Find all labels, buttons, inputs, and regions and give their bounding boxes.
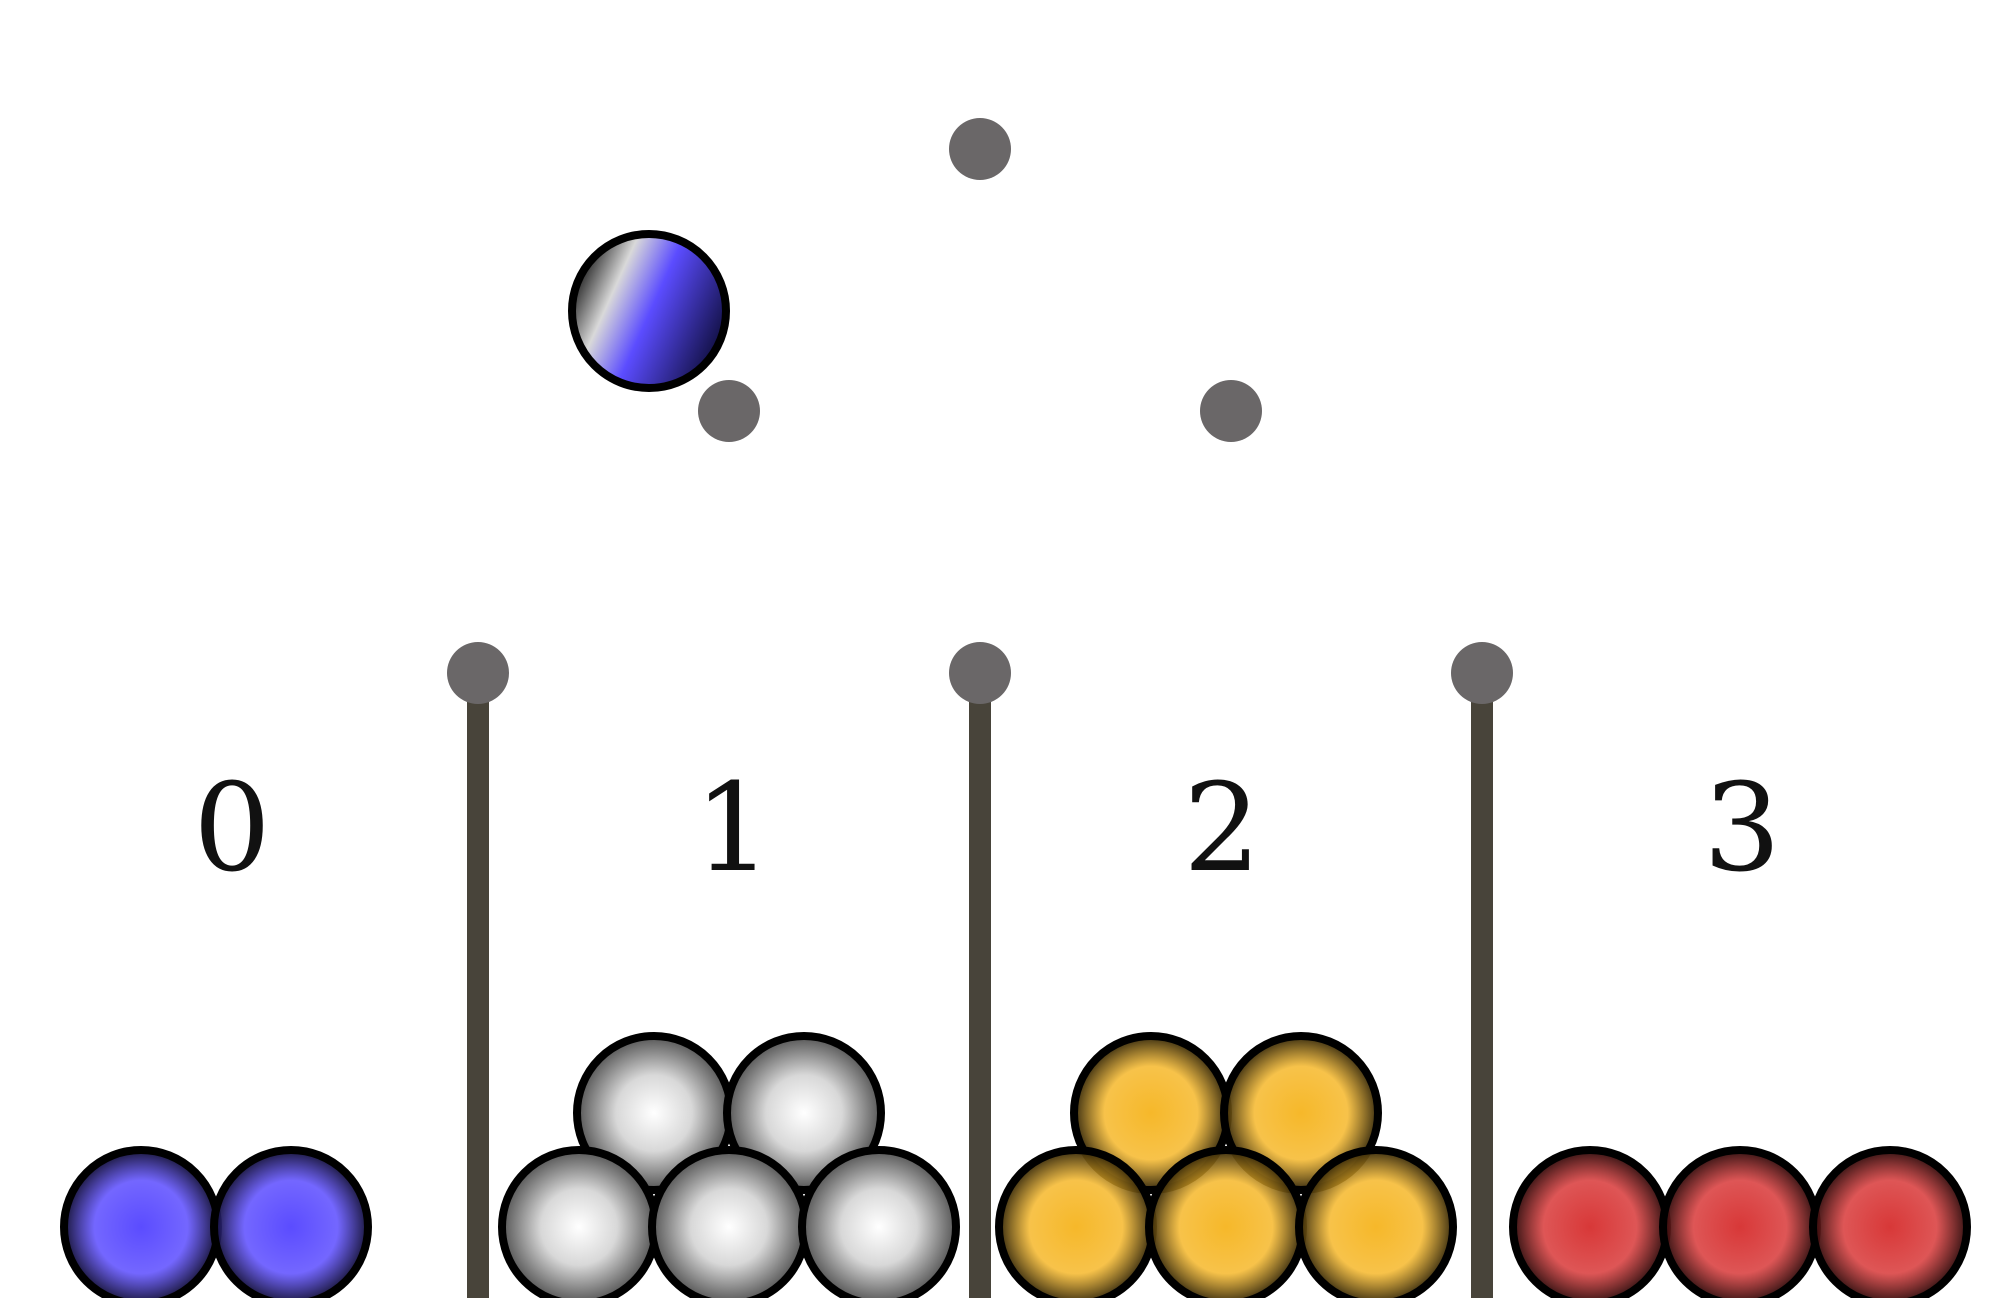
bin-divider xyxy=(467,680,489,1298)
peg xyxy=(447,642,509,704)
peg-grid xyxy=(447,118,1513,704)
ball xyxy=(798,1146,960,1298)
bin-labels: 0 1 2 3 xyxy=(193,757,1781,899)
bin-dividers xyxy=(467,680,1493,1298)
bin-divider xyxy=(1471,680,1493,1298)
peg xyxy=(949,118,1011,180)
bin-label-1: 1 xyxy=(694,757,772,899)
ball xyxy=(498,1146,660,1298)
peg xyxy=(698,380,760,442)
falling-ball xyxy=(568,230,730,392)
ball xyxy=(1509,1146,1671,1298)
peg xyxy=(949,642,1011,704)
bin-label-3: 3 xyxy=(1703,757,1781,899)
bin-divider xyxy=(969,680,991,1298)
peg xyxy=(1200,380,1262,442)
ball xyxy=(1659,1146,1821,1298)
ball xyxy=(648,1146,810,1298)
ball xyxy=(995,1146,1157,1298)
ball xyxy=(1220,1032,1382,1194)
ball xyxy=(1145,1146,1307,1298)
peg xyxy=(1451,642,1513,704)
ball xyxy=(1295,1146,1457,1298)
bin-label-2: 2 xyxy=(1183,757,1261,899)
ball xyxy=(723,1032,885,1194)
falling-ball-layer xyxy=(568,230,730,392)
collected-balls xyxy=(60,1032,1971,1298)
ball xyxy=(1809,1146,1971,1298)
ball xyxy=(210,1146,372,1298)
bin-label-0: 0 xyxy=(193,757,271,899)
ball xyxy=(60,1146,222,1298)
